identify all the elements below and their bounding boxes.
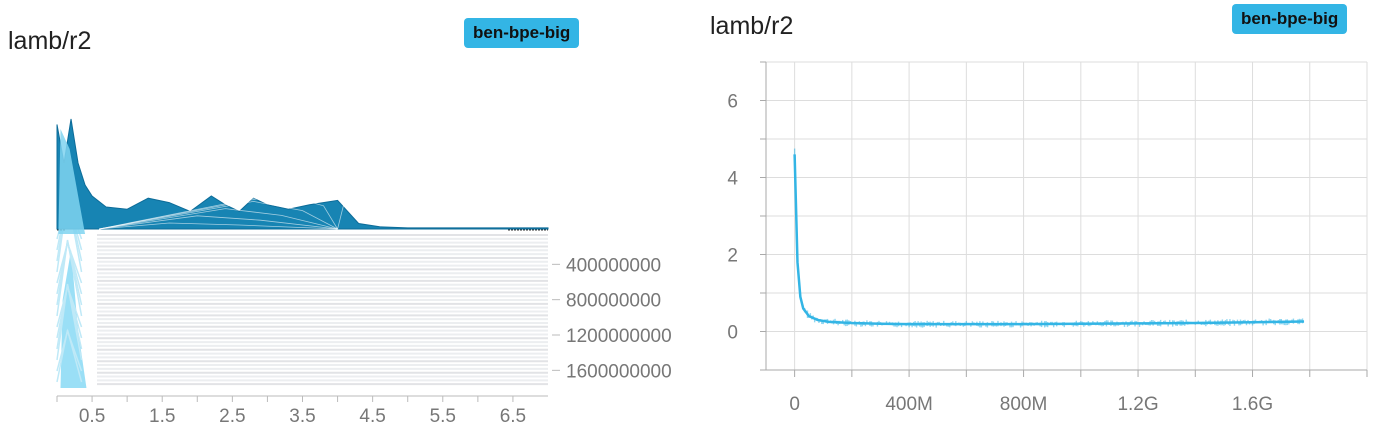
step-tick-label: 1600000000: [566, 361, 672, 382]
step-tick-label: 400000000: [566, 255, 661, 276]
x-tick-label: 2.5: [219, 406, 245, 427]
series-noise-band: [795, 149, 1303, 328]
x-tick-label: 4.5: [359, 406, 385, 427]
step-tick-label: 800000000: [566, 291, 661, 312]
y-tick-label: 2: [727, 246, 738, 267]
x-tick-label: 5.5: [430, 406, 456, 427]
line-chart[interactable]: 0 2 4 6 0 400M 800M 1.2G 1.6G: [700, 0, 1382, 440]
series-line: [795, 154, 1304, 324]
x-tick-label: 1.2G: [1117, 394, 1158, 415]
step-tick-label: 1200000000: [566, 326, 672, 347]
histogram-front-distribution: [57, 119, 548, 229]
x-tick-label: 0: [789, 394, 800, 415]
x-tick-label: 3.5: [289, 406, 315, 427]
histogram-chart[interactable]: 0.5 1.5 2.5 3.5 4.5 5.5 6.5 400000000 800000000 1…: [0, 0, 700, 440]
x-tick-label: 800M: [1000, 394, 1048, 415]
x-tick-label: 1.6G: [1232, 394, 1273, 415]
y-tick-label: 0: [727, 323, 738, 344]
histogram-panel: lamb/r2 ben-bpe-big 0.5 1.5 2.5 3.5 4.5 5.5 6.…: [0, 0, 700, 440]
line-chart-panel: lamb/r2 ben-bpe-big 0 2 4 6 0 400M 800M 1.2G 1.6…: [700, 0, 1382, 440]
x-tick-label: 400M: [885, 394, 933, 415]
x-tick-label: 0.5: [79, 406, 105, 427]
x-tick-label: 6.5: [500, 406, 526, 427]
y-tick-label: 6: [727, 92, 738, 113]
x-tick-label: 1.5: [149, 406, 175, 427]
y-tick-label: 4: [727, 169, 738, 190]
